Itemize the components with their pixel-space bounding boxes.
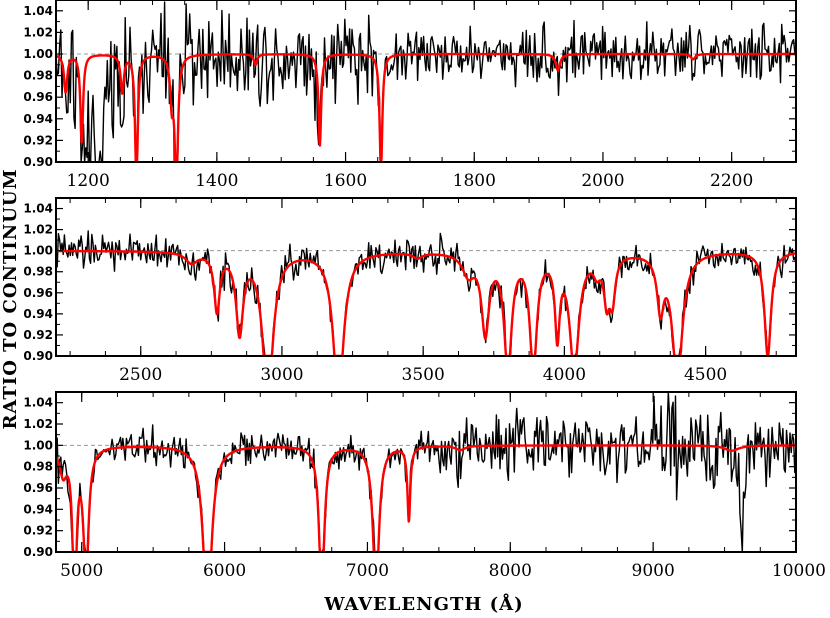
y-tick-label: 1.02 [23,417,53,431]
y-tick-label: 0.92 [23,524,53,538]
y-tick-label: 1.00 [23,244,53,258]
plot-frame-top [55,0,797,163]
x-tick-label: 2000 [581,171,624,191]
observed-series-bottom [56,392,796,552]
y-tick-label: 1.02 [23,25,53,39]
y-tick-label: 0.94 [23,112,53,126]
y-axis-label: RATIO TO CONTINUUM [0,168,21,429]
y-tick-label: 0.94 [23,502,53,516]
plot-frame-middle [55,197,797,357]
y-tick-label: 0.98 [23,69,53,83]
y-tick-label: 0.96 [23,481,53,495]
plot-frame-bottom [55,391,797,553]
y-tick-label: 0.90 [23,155,53,169]
x-axis-label: WAVELENGTH (Å) [323,592,523,615]
y-tick-label: 1.04 [23,396,53,410]
panel-top: 0.90 0.92 0.94 0.96 0.98 1.00 1.02 1.04 1200 1400… [23,0,797,191]
observed-series-middle [56,230,796,356]
model-series-top [56,52,796,162]
x-tick-label: 8000 [489,561,532,581]
y-tick-label: 0.94 [23,307,53,321]
x-tick-label: 1600 [324,171,367,191]
x-tick-label: 6000 [203,561,246,581]
y-tick-label: 1.00 [23,438,53,452]
x-tick-label: 3500 [402,365,445,385]
y-tick-label: 0.90 [23,545,53,559]
x-tick-label: 5000 [60,561,103,581]
y-tick-label: 0.96 [23,286,53,300]
x-tick-label: 3000 [260,365,303,385]
x-tick-label: 2500 [119,365,162,385]
x-tick-label: 1400 [195,171,238,191]
x-tick-label: 1200 [67,171,110,191]
y-tick-label: 0.98 [23,265,53,279]
panel-bottom: 0.90 0.92 0.94 0.96 0.98 1.00 1.02 1.04 5000 6000… [23,391,826,581]
y-tick-label: 1.04 [23,4,53,18]
x-tick-label: 4500 [684,365,727,385]
x-tick-label: 4000 [543,365,586,385]
x-tick-label: 10000 [772,561,826,581]
y-tick-label: 1.02 [23,223,53,237]
y-tick-label: 0.98 [23,460,53,474]
panel-middle: 0.90 0.92 0.94 0.96 0.98 1.00 1.02 1.04 2500 3000… [23,197,797,385]
x-tick-label: 2200 [710,171,753,191]
y-tick-label: 1.00 [23,47,53,61]
model-series-middle [56,249,796,356]
model-series-bottom [56,444,796,552]
y-tick-label: 0.90 [23,349,53,363]
y-tick-label: 0.92 [23,133,53,147]
x-tick-label: 7000 [346,561,389,581]
x-tick-label: 9000 [632,561,675,581]
x-tick-label: 1800 [453,171,496,191]
observed-series-top [56,1,796,162]
y-tick-label: 0.92 [23,328,53,342]
y-tick-label: 0.96 [23,90,53,104]
y-tick-label: 1.04 [23,202,53,216]
